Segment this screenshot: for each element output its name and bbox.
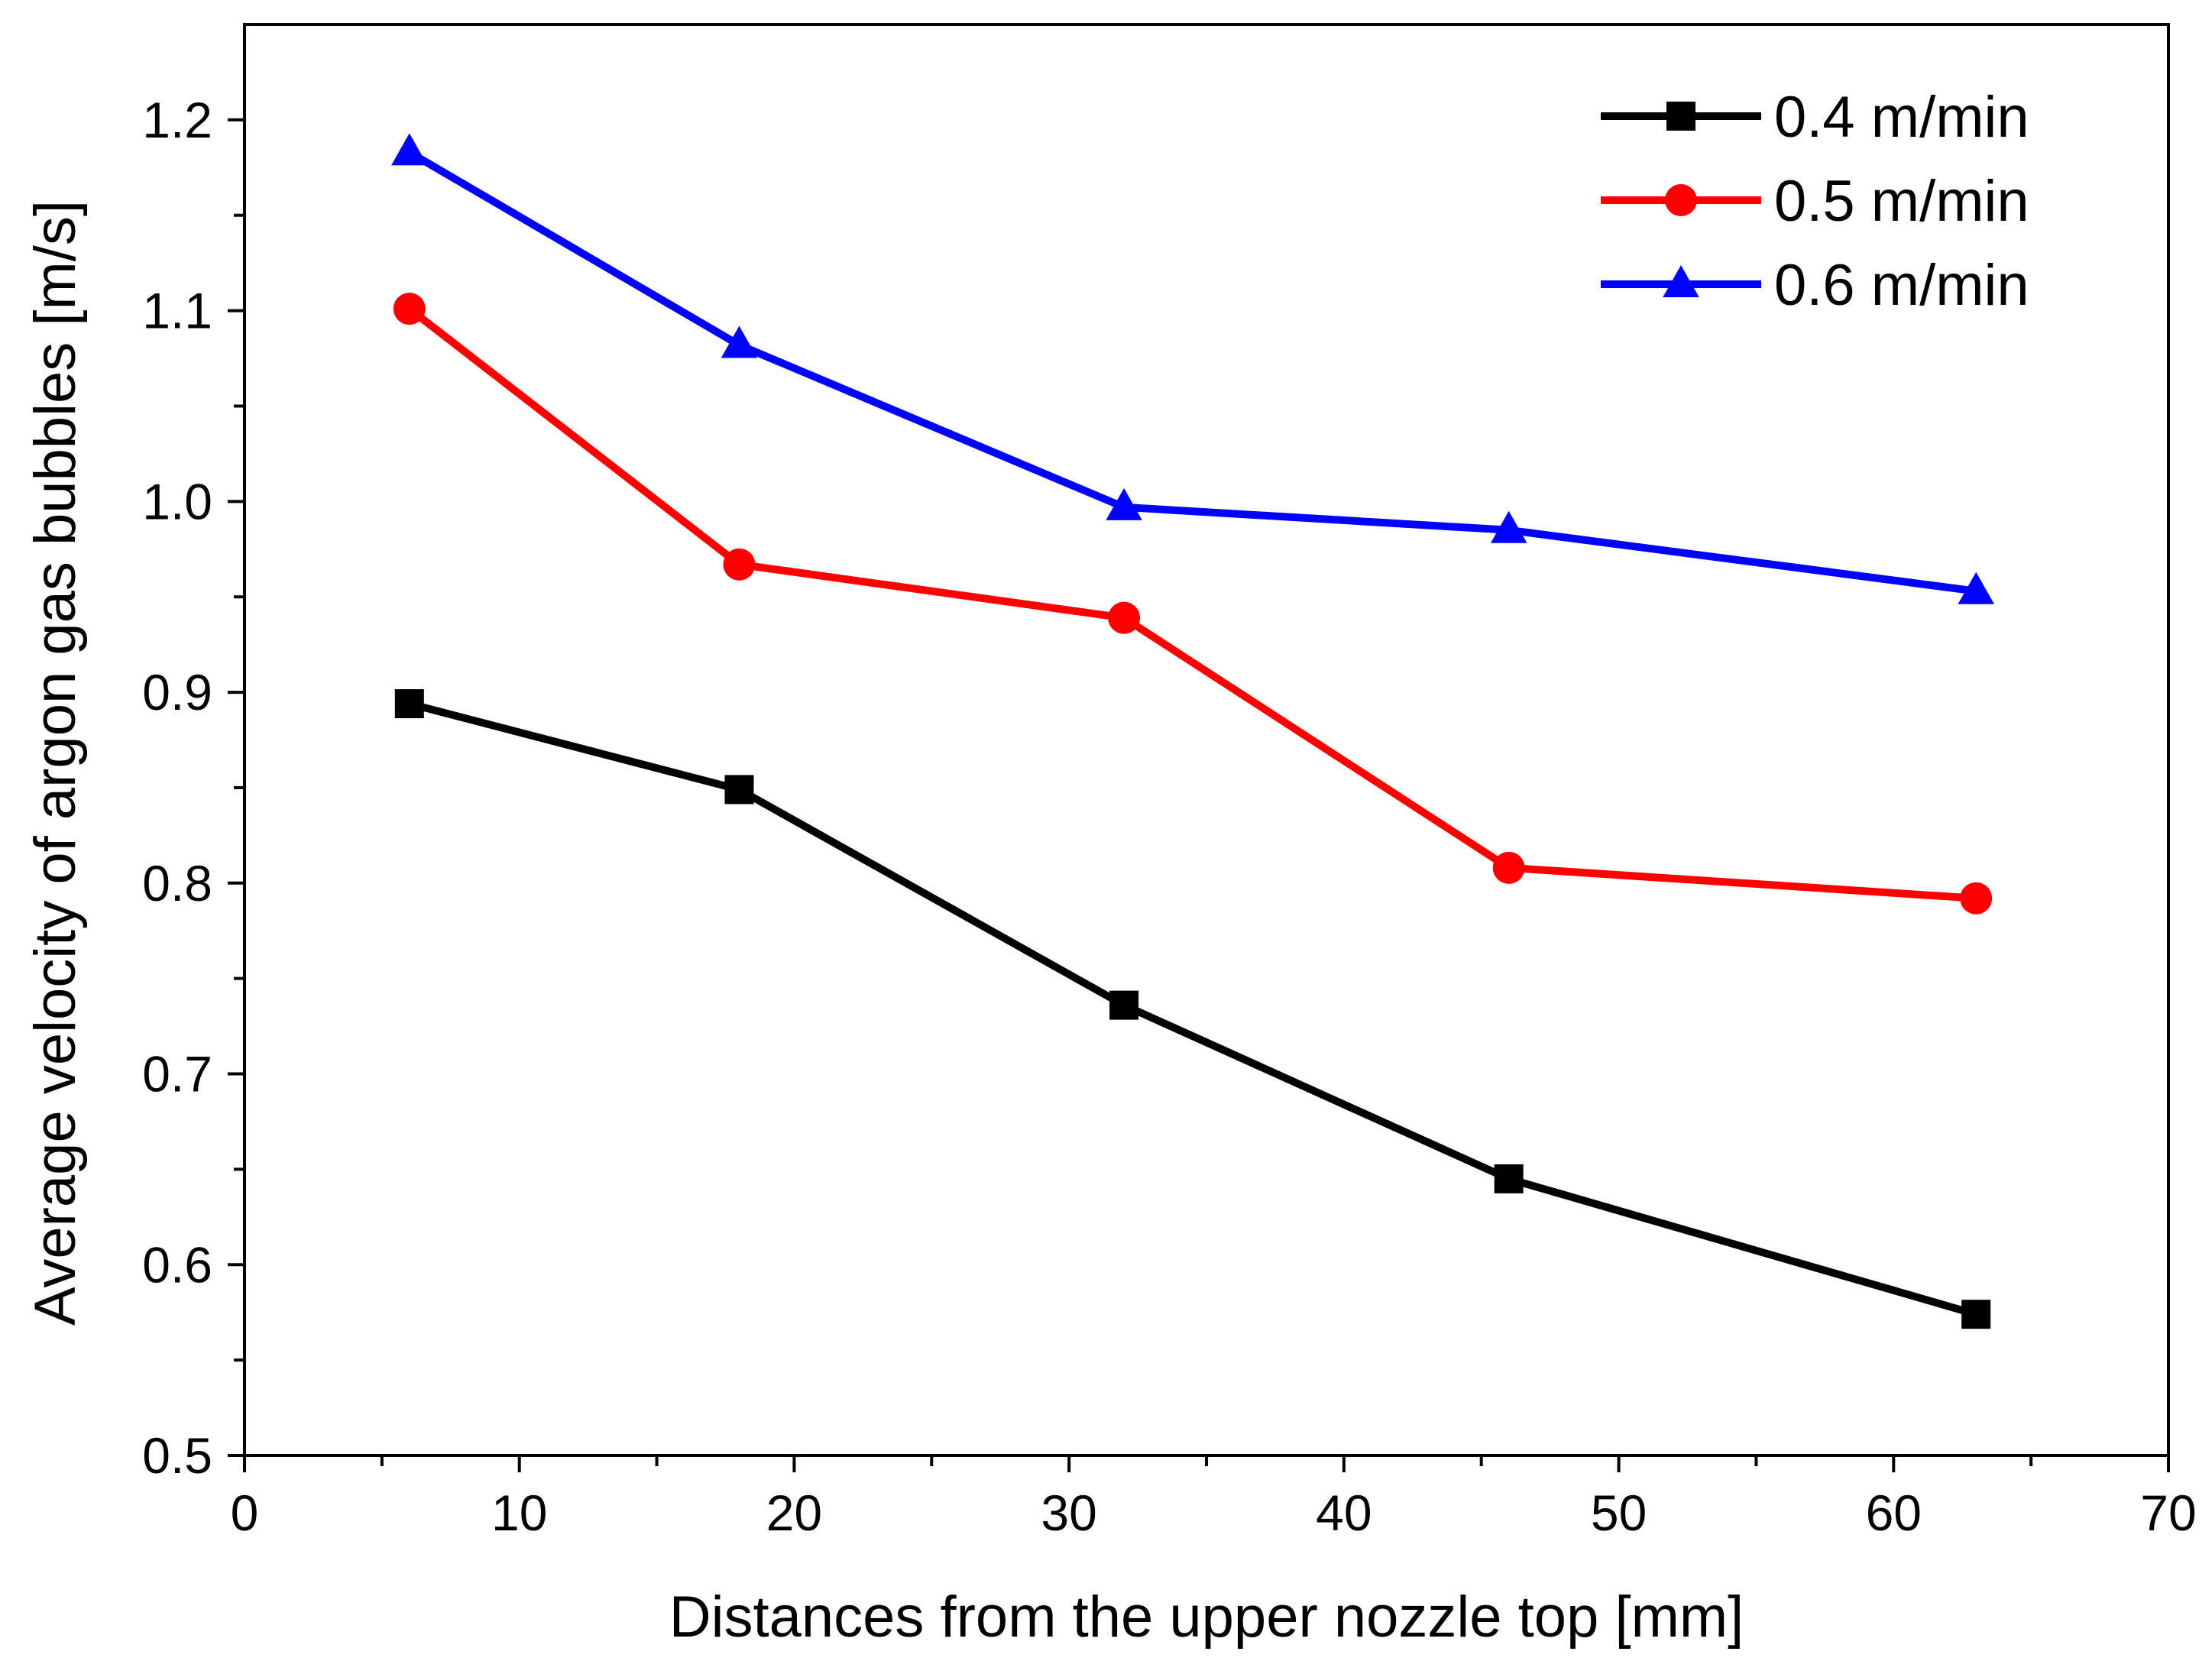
series-1 xyxy=(394,689,1991,1329)
y-tick-label: 1.1 xyxy=(142,283,212,339)
data-point xyxy=(1958,571,1994,604)
data-point xyxy=(1960,882,1993,915)
data-point xyxy=(1494,1164,1524,1193)
x-tick-label: 20 xyxy=(766,1485,822,1541)
x-tick-label: 50 xyxy=(1591,1485,1647,1541)
legend-marker xyxy=(1666,102,1695,131)
legend-label: 0.6 m/min xyxy=(1774,253,2029,318)
data-point xyxy=(1106,487,1142,520)
series-3 xyxy=(391,133,1994,604)
data-point xyxy=(391,133,428,166)
y-tick-label: 0.7 xyxy=(142,1046,212,1103)
x-tick-label: 0 xyxy=(231,1485,259,1541)
data-point xyxy=(393,293,426,325)
data-point xyxy=(1961,1300,1991,1329)
legend-item: 0.4 m/min xyxy=(1601,85,2029,150)
x-tick-label: 60 xyxy=(1866,1485,1922,1541)
x-tick-label: 40 xyxy=(1316,1485,1372,1541)
x-axis-title: Distances from the upper nozzle top [mm] xyxy=(669,1585,1744,1650)
legend-label: 0.5 m/min xyxy=(1774,169,2029,234)
legend-marker xyxy=(1665,184,1697,216)
data-point xyxy=(724,775,754,805)
plot-frame xyxy=(243,23,2170,1457)
y-tick-label: 0.9 xyxy=(142,664,212,720)
data-point xyxy=(1109,990,1139,1020)
series-layer xyxy=(391,133,1994,1329)
y-tick-label: 0.6 xyxy=(142,1236,212,1293)
y-tick-label: 1.0 xyxy=(142,473,212,529)
data-point xyxy=(1492,851,1525,884)
y-axis-title: Average velocity of argon gas bubbles [m… xyxy=(23,200,88,1326)
x-tick-label: 10 xyxy=(491,1485,547,1541)
y-tick-label: 1.2 xyxy=(142,92,212,148)
x-tick-label: 30 xyxy=(1041,1485,1096,1541)
legend-item: 0.5 m/min xyxy=(1601,169,2029,234)
x-tick-label: 70 xyxy=(2140,1485,2196,1541)
y-tick-label: 0.5 xyxy=(142,1427,212,1484)
legend: 0.4 m/min 0.5 m/min 0.6 m/min xyxy=(1601,85,2029,318)
legend-marker xyxy=(1663,265,1699,297)
ticks: 0 10 20 30 40 50 60 70 0.5 0.6 0.7 0.8 0.9 1.0 1.1 1.2 xyxy=(142,92,2196,1541)
legend-label: 0.4 m/min xyxy=(1774,85,2029,150)
data-point xyxy=(721,325,758,358)
y-tick-label: 0.8 xyxy=(142,855,212,911)
data-point xyxy=(394,689,424,719)
data-point xyxy=(1108,601,1141,634)
legend-item: 0.6 m/min xyxy=(1601,253,2029,318)
data-point xyxy=(1490,510,1527,543)
data-point xyxy=(723,548,756,581)
series-2 xyxy=(393,293,1993,915)
